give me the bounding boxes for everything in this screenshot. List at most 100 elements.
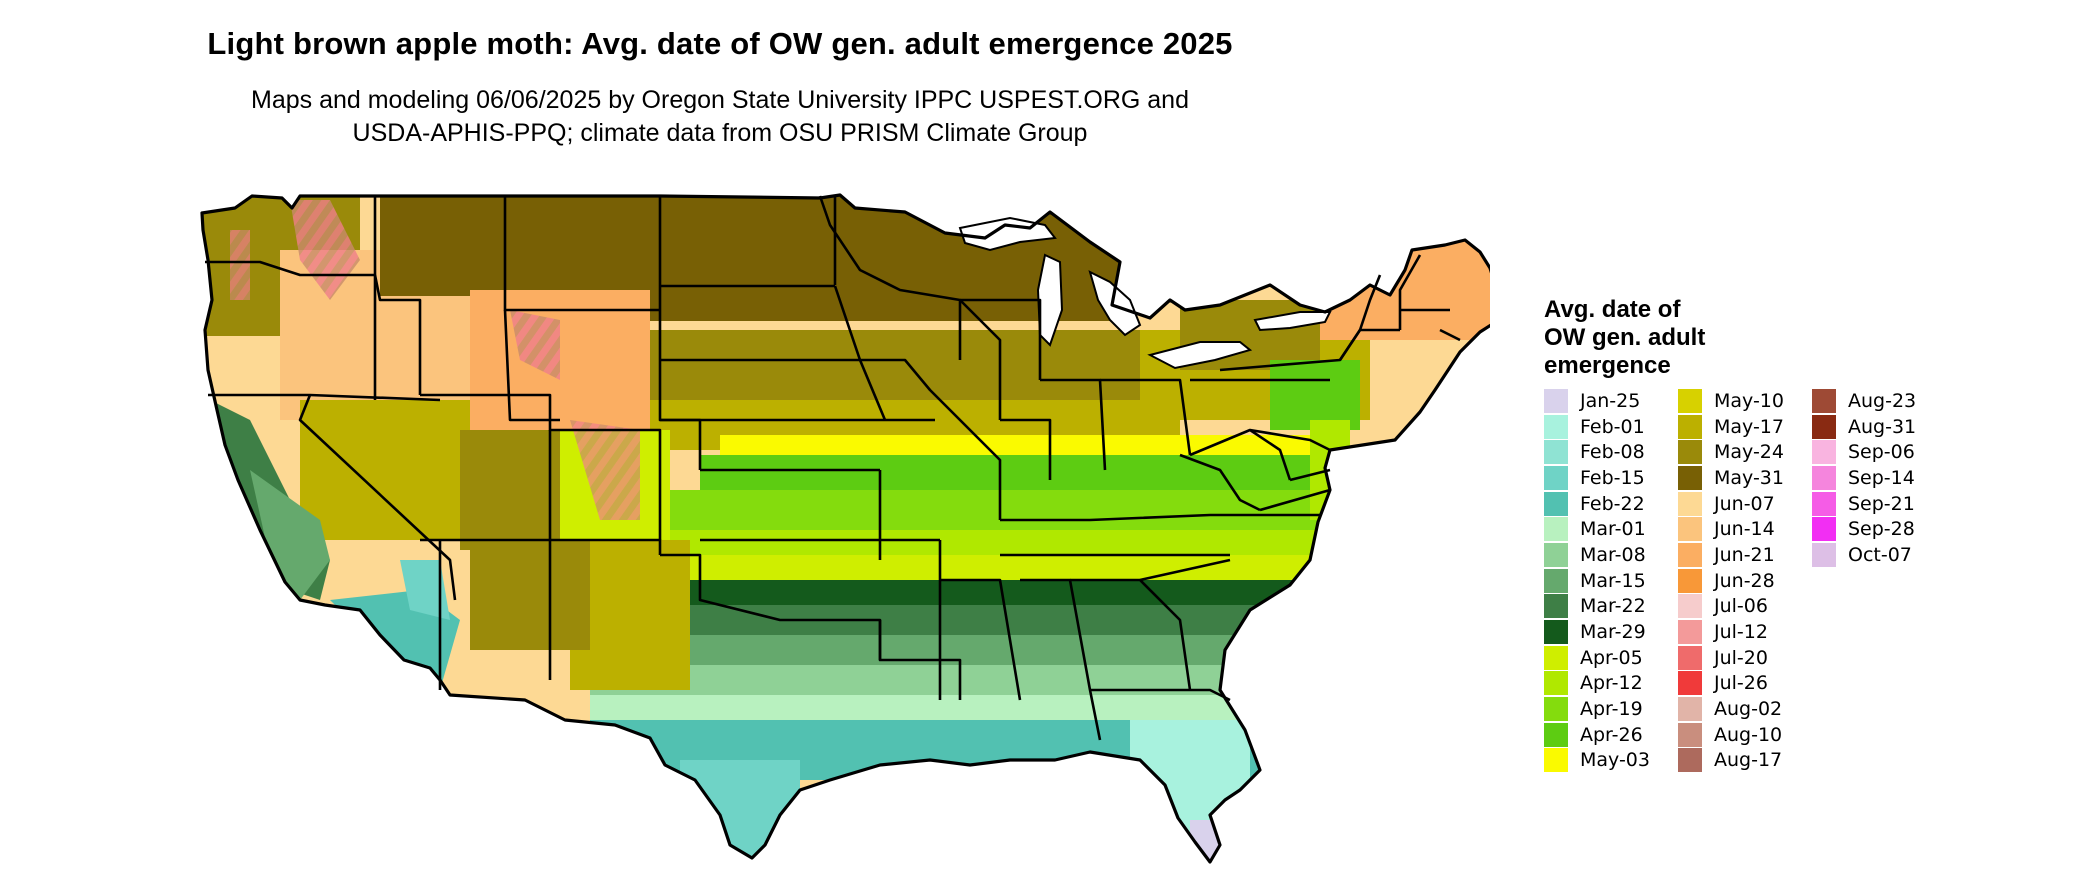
legend: Avg. date of OW gen. adult emergence Jan… (1544, 296, 1940, 773)
legend-label: May-31 (1714, 466, 1784, 489)
legend-swatch (1544, 491, 1568, 516)
legend-label: Mar-15 (1580, 569, 1646, 592)
legend-label: Aug-10 (1714, 723, 1783, 746)
legend-swatch (1544, 697, 1568, 722)
legend-item: Mar-15 (1544, 568, 1672, 594)
legend-label: Feb-15 (1580, 466, 1645, 489)
legend-label: Feb-01 (1580, 415, 1645, 438)
legend-swatch (1678, 542, 1702, 567)
legend-title: Avg. date of OW gen. adult emergence (1544, 296, 1764, 380)
legend-column: Jan-25 Feb-01 Feb-08 Feb-15 Feb-22 Mar-01 Mar-… (1544, 388, 1672, 773)
legend-swatch (1678, 671, 1702, 696)
legend-title-line-2: OW gen. adult (1544, 324, 1706, 351)
legend-swatch (1812, 414, 1836, 439)
legend-label: Mar-22 (1580, 595, 1646, 618)
legend-item: Jul-12 (1678, 619, 1806, 645)
legend-label: Oct-07 (1848, 543, 1912, 566)
legend-item: Aug-10 (1678, 722, 1806, 748)
legend-item: Sep-28 (1812, 516, 1940, 542)
legend-swatch (1544, 542, 1568, 567)
legend-item: Jun-21 (1678, 542, 1806, 568)
legend-swatch (1544, 440, 1568, 465)
legend-item: Aug-23 (1812, 388, 1940, 414)
legend-item: Feb-15 (1544, 465, 1672, 491)
subtitle-line-2: USDA-APHIS-PPQ; climate data from OSU PR… (352, 119, 1088, 147)
legend-label: Sep-28 (1848, 518, 1915, 541)
legend-label: Sep-06 (1848, 441, 1915, 464)
legend-swatch (1544, 645, 1568, 670)
legend-label: Aug-02 (1714, 698, 1783, 721)
map-subtitle: Maps and modeling 06/06/2025 by Oregon S… (0, 84, 1440, 150)
legend-label: May-24 (1714, 441, 1784, 464)
legend-label: Sep-21 (1848, 492, 1915, 515)
legend-swatch (1544, 748, 1568, 773)
legend-swatch (1812, 491, 1836, 516)
legend-swatch (1544, 620, 1568, 645)
legend-swatch (1812, 440, 1836, 465)
legend-item: Mar-29 (1544, 619, 1672, 645)
legend-swatch (1544, 465, 1568, 490)
legend-swatch (1544, 671, 1568, 696)
legend-swatch (1678, 620, 1702, 645)
legend-swatch (1678, 440, 1702, 465)
legend-item: Feb-01 (1544, 414, 1672, 440)
legend-swatch (1678, 517, 1702, 542)
legend-swatch (1812, 517, 1836, 542)
legend-label: Jun-07 (1714, 492, 1775, 515)
legend-swatch (1678, 697, 1702, 722)
legend-label: May-03 (1580, 749, 1650, 772)
legend-label: Jul-06 (1714, 595, 1768, 618)
legend-item: Aug-17 (1678, 748, 1806, 774)
map-title: Light brown apple moth: Avg. date of OW … (207, 26, 1233, 61)
legend-swatch (1678, 722, 1702, 747)
legend-label: Aug-17 (1714, 749, 1783, 772)
legend-swatch (1544, 517, 1568, 542)
legend-label: Aug-31 (1848, 415, 1917, 438)
legend-label: Jan-25 (1580, 389, 1641, 412)
legend-label: Mar-01 (1580, 518, 1646, 541)
legend-swatch (1544, 414, 1568, 439)
legend-item: Jul-20 (1678, 645, 1806, 671)
legend-item: Jul-06 (1678, 594, 1806, 620)
legend-label: Jul-12 (1714, 621, 1768, 644)
legend-item: Apr-19 (1544, 696, 1672, 722)
legend-title-line-3: emergence (1544, 352, 1671, 379)
legend-swatch (1678, 645, 1702, 670)
us-emergence-map (190, 175, 1490, 895)
legend-swatch (1544, 388, 1568, 413)
legend-swatch (1812, 388, 1836, 413)
legend-label: Sep-14 (1848, 466, 1915, 489)
legend-item: Sep-21 (1812, 491, 1940, 517)
legend-item: Jul-26 (1678, 671, 1806, 697)
legend-swatch (1678, 465, 1702, 490)
legend-label: Jul-20 (1714, 646, 1768, 669)
legend-item: Aug-31 (1812, 414, 1940, 440)
legend-label: Feb-08 (1580, 441, 1645, 464)
legend-label: Apr-19 (1580, 698, 1643, 721)
legend-item: Jun-14 (1678, 516, 1806, 542)
legend-swatch (1678, 594, 1702, 619)
legend-item: May-24 (1678, 439, 1806, 465)
legend-title-line-1: Avg. date of (1544, 296, 1681, 323)
legend-item: Sep-06 (1812, 439, 1940, 465)
legend-swatch (1678, 568, 1702, 593)
legend-item: Mar-08 (1544, 542, 1672, 568)
legend-item: Mar-22 (1544, 594, 1672, 620)
legend-swatch (1678, 414, 1702, 439)
legend-label: May-10 (1714, 389, 1784, 412)
legend-label: Aug-23 (1848, 389, 1917, 412)
legend-item: Jun-28 (1678, 568, 1806, 594)
legend-label: Jul-26 (1714, 672, 1768, 695)
legend-item: Aug-02 (1678, 696, 1806, 722)
legend-item: Oct-07 (1812, 542, 1940, 568)
legend-item: May-10 (1678, 388, 1806, 414)
legend-label: Apr-26 (1580, 723, 1643, 746)
legend-swatch (1544, 594, 1568, 619)
legend-item: May-31 (1678, 465, 1806, 491)
legend-item: Jan-25 (1544, 388, 1672, 414)
legend-column: Aug-23 Aug-31 Sep-06 Sep-14 Sep-21 Sep-28 Oct-… (1812, 388, 1940, 773)
legend-item: Mar-01 (1544, 516, 1672, 542)
legend-label: Jun-14 (1714, 518, 1775, 541)
legend-item: Feb-22 (1544, 491, 1672, 517)
legend-swatch (1812, 465, 1836, 490)
